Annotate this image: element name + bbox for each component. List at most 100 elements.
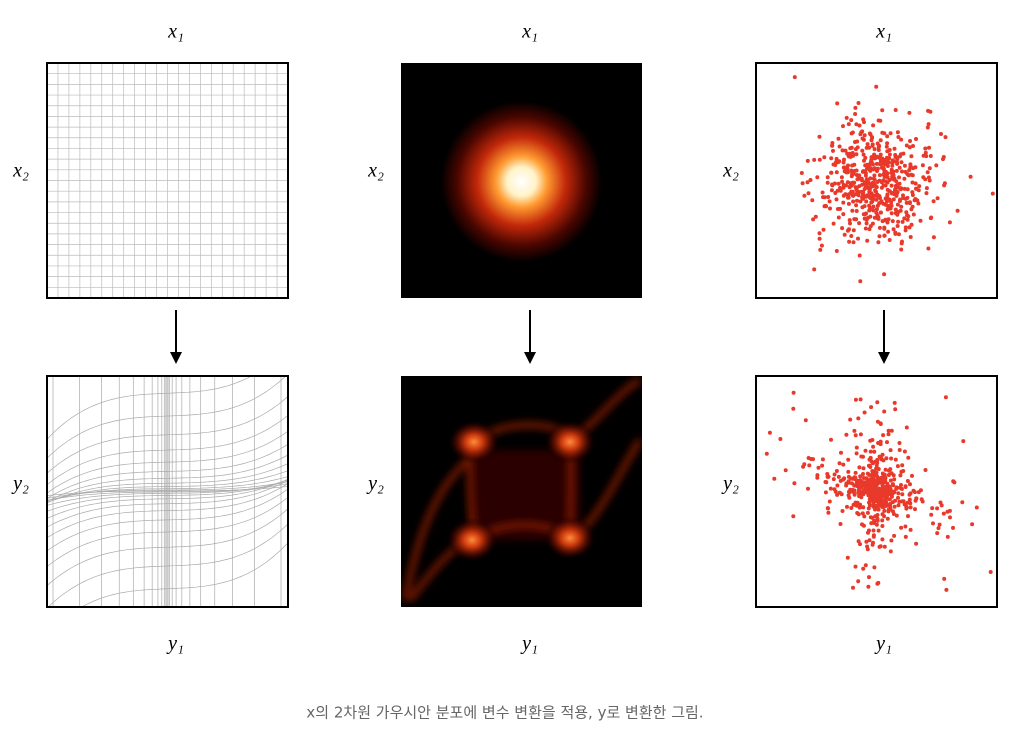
point [817,231,822,236]
point [832,472,837,477]
point [829,156,834,161]
point [871,197,876,202]
point [842,169,847,174]
point [859,176,864,181]
point [778,437,783,441]
point [841,200,846,205]
point [913,197,918,201]
point [854,445,859,450]
point [764,451,769,456]
point [880,524,885,528]
point [821,195,825,200]
point [826,510,831,515]
point [872,215,877,220]
point [885,481,890,486]
point [990,191,995,196]
point [914,186,919,191]
point [872,565,877,570]
density-panel [401,63,642,298]
grid-curve [47,488,288,552]
point [923,468,928,472]
point [880,452,885,457]
point [931,235,936,240]
point [897,448,902,452]
point [935,506,940,511]
point [858,199,863,204]
point [882,544,887,549]
point [897,165,902,170]
point [894,485,899,490]
point [853,397,858,402]
point [851,502,856,507]
point [867,195,872,200]
point [926,175,931,180]
point [873,492,878,497]
point [952,480,957,485]
point [849,168,854,173]
labels: x₁ x₂ y₂ y₁ x₁ x₂ y₂ y₁ x₁ x₂ y₂ y₁ [11,21,892,655]
point [865,142,870,147]
point [825,474,830,479]
point [844,115,849,120]
point [888,467,893,472]
point [871,501,876,506]
point [914,541,919,546]
point [877,544,882,549]
point [853,147,858,152]
point [870,135,874,140]
bottom-label: y₁ [874,633,892,655]
point [897,485,902,490]
point [847,218,852,223]
point [871,208,876,213]
point [913,181,918,186]
point [941,511,946,516]
point [916,490,921,495]
point [875,518,880,523]
point [843,148,848,153]
point [841,477,846,482]
point [852,428,857,433]
point [871,204,876,209]
point [911,144,915,148]
point [867,463,872,468]
point [936,526,941,531]
point [895,155,900,160]
point [858,542,862,547]
point [908,491,913,496]
point [849,118,854,123]
point [897,441,902,445]
point [850,163,855,168]
point [826,195,831,199]
caption: x의 2차원 가우시안 분포에 변수 변환을 적용, y로 변환한 그림. [306,704,703,722]
point [853,112,858,116]
point [902,216,907,221]
point [883,202,888,207]
point [835,492,840,497]
point [884,144,889,149]
point [894,168,899,173]
point [873,514,878,519]
point [858,474,863,479]
panel-frames [46,62,998,608]
point [888,507,893,512]
point [888,549,893,554]
point [880,499,885,504]
point [889,538,894,543]
grid-curve [47,376,287,459]
point [868,449,873,454]
point [885,207,890,212]
point [904,143,909,148]
point [863,171,868,176]
point [916,201,921,206]
point [938,500,943,505]
point [824,480,829,485]
point [829,188,834,193]
point [851,171,856,176]
point [902,502,907,507]
point [873,459,878,464]
point [890,160,895,164]
grid-curve [47,463,288,504]
side-label: x₂ [12,160,29,182]
point [868,224,873,229]
point [885,174,890,179]
